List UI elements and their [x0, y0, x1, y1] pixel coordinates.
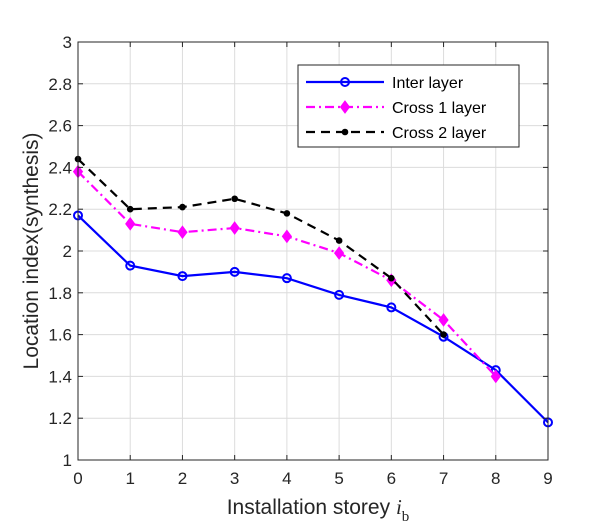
data-point [438, 313, 449, 327]
data-point [177, 225, 188, 240]
data-point [229, 221, 240, 235]
x-tick-label: 6 [387, 469, 396, 488]
data-point [179, 203, 186, 211]
legend-marker [341, 128, 349, 136]
y-tick-label: 1.6 [48, 326, 72, 345]
y-tick-label: 3 [63, 33, 72, 52]
data-point [386, 302, 397, 313]
data-point [281, 273, 292, 284]
x-tick-label: 5 [334, 469, 343, 488]
data-point [125, 260, 136, 271]
series-line [77, 214, 549, 424]
y-tick-label: 2.8 [48, 75, 72, 94]
legend-box [297, 64, 520, 148]
x-tick-label: 4 [282, 469, 291, 488]
y-tick-label: 2.6 [48, 117, 72, 136]
x-axis-label-subscript: b [402, 509, 410, 525]
legend-label: Cross 1 layer [392, 100, 487, 117]
series-cross-2-layer [74, 155, 447, 338]
x-tick-label: 1 [125, 469, 134, 488]
data-point [126, 205, 134, 213]
legend-marker [339, 100, 351, 114]
legend-label: Inter layer [392, 75, 464, 92]
data-point [333, 246, 345, 260]
y-tick-label: 2.4 [48, 158, 72, 177]
y-tick-label: 2.2 [48, 200, 72, 219]
x-axis-label-symbol: i [396, 495, 402, 519]
x-tick-label: 7 [439, 469, 448, 488]
data-point [388, 274, 395, 282]
ticks: 0 1 2 3 4 5 6 7 8 911.21.41.61.822.22.42.62.83 [48, 33, 552, 488]
x-tick-label: 0 [73, 469, 82, 488]
x-tick-label: 8 [491, 469, 500, 488]
x-tick-label: 3 [230, 469, 239, 488]
data-point [229, 266, 240, 277]
data-point [281, 229, 293, 244]
data-point [283, 210, 291, 217]
data-point [490, 369, 501, 384]
legend-label: Cross 2 layer [392, 125, 487, 142]
data-point [335, 237, 343, 244]
data-point [440, 331, 447, 338]
y-axis-label: Location index(synthesis) [20, 133, 43, 370]
legend-marker [340, 77, 350, 87]
data-point [125, 216, 136, 231]
y-tick-label: 1 [63, 451, 72, 470]
series-line [77, 158, 445, 336]
x-axis-label: Installation storey ib [227, 495, 410, 525]
data-point [334, 289, 345, 300]
y-tick-label: 1.4 [48, 367, 72, 386]
y-tick-label: 1.8 [48, 284, 72, 303]
x-tick-label: 9 [543, 469, 552, 488]
data-point [231, 195, 238, 203]
y-tick-label: 2 [63, 242, 72, 261]
legend: Inter layer Cross 1 layer Cross 2 layer [297, 64, 520, 148]
y-tick-label: 1.2 [48, 409, 72, 428]
x-axis-label-text: Installation storey [227, 496, 396, 519]
data-point [177, 271, 188, 282]
x-tick-label: 2 [178, 469, 187, 488]
